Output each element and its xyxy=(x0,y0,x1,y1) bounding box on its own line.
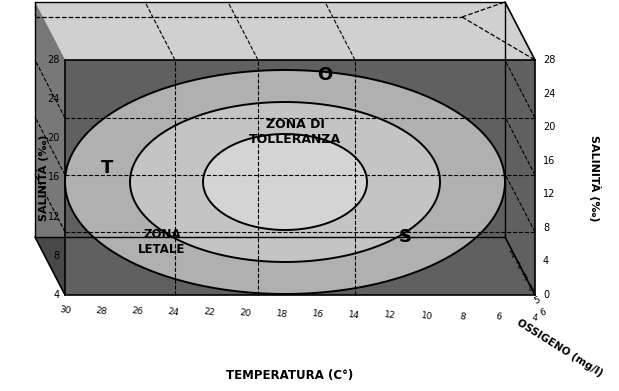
Text: 5: 5 xyxy=(532,295,542,306)
Text: 20: 20 xyxy=(543,122,555,132)
Text: 2: 2 xyxy=(515,260,523,271)
Text: 8: 8 xyxy=(459,312,466,321)
Polygon shape xyxy=(65,70,505,294)
Polygon shape xyxy=(35,237,535,295)
Text: O: O xyxy=(318,66,332,84)
Text: 12: 12 xyxy=(384,310,397,321)
Polygon shape xyxy=(65,60,535,295)
Polygon shape xyxy=(35,2,65,295)
Text: 14: 14 xyxy=(348,310,360,320)
Text: 26: 26 xyxy=(131,306,144,317)
Text: 22: 22 xyxy=(204,307,216,318)
Text: 16: 16 xyxy=(312,309,324,320)
Text: 1: 1 xyxy=(509,249,517,260)
Text: 28: 28 xyxy=(95,306,108,316)
Text: SALINITÀ (‰): SALINITÀ (‰) xyxy=(37,135,49,221)
Text: T: T xyxy=(101,159,113,177)
Text: 6: 6 xyxy=(539,307,547,317)
Text: ZONA DI
TOLLERANZA: ZONA DI TOLLERANZA xyxy=(249,118,341,146)
Text: 16: 16 xyxy=(48,172,60,183)
Text: 8: 8 xyxy=(543,223,549,233)
Text: 4: 4 xyxy=(532,313,539,323)
Text: SALINITÀ (‰): SALINITÀ (‰) xyxy=(589,135,601,221)
Text: 8: 8 xyxy=(54,251,60,261)
Text: 24: 24 xyxy=(167,307,180,317)
Text: 28: 28 xyxy=(543,55,555,65)
Text: 12: 12 xyxy=(48,212,60,222)
Text: 24: 24 xyxy=(543,89,555,99)
Text: 30: 30 xyxy=(59,305,71,316)
Text: 20: 20 xyxy=(240,308,252,319)
Text: ZONA
LETALE: ZONA LETALE xyxy=(138,228,186,256)
Text: 20: 20 xyxy=(48,133,60,143)
Text: 18: 18 xyxy=(275,308,288,319)
Text: 12: 12 xyxy=(543,189,555,199)
Text: 16: 16 xyxy=(543,156,555,166)
Text: 4: 4 xyxy=(527,284,535,294)
Text: 6: 6 xyxy=(495,312,503,322)
Text: 0: 0 xyxy=(543,290,549,300)
Text: 10: 10 xyxy=(420,311,433,322)
Polygon shape xyxy=(203,134,367,230)
Text: S: S xyxy=(399,228,412,246)
Text: 3: 3 xyxy=(521,272,529,283)
Text: 4: 4 xyxy=(54,290,60,300)
Text: 24: 24 xyxy=(48,94,60,104)
Polygon shape xyxy=(35,2,535,60)
Text: 4: 4 xyxy=(543,256,549,266)
Text: TEMPERATURA (C°): TEMPERATURA (C°) xyxy=(227,368,353,382)
Text: OSSIGENO (mg/l): OSSIGENO (mg/l) xyxy=(516,317,605,378)
Text: 28: 28 xyxy=(48,55,60,65)
Polygon shape xyxy=(35,2,505,237)
Polygon shape xyxy=(130,102,440,262)
